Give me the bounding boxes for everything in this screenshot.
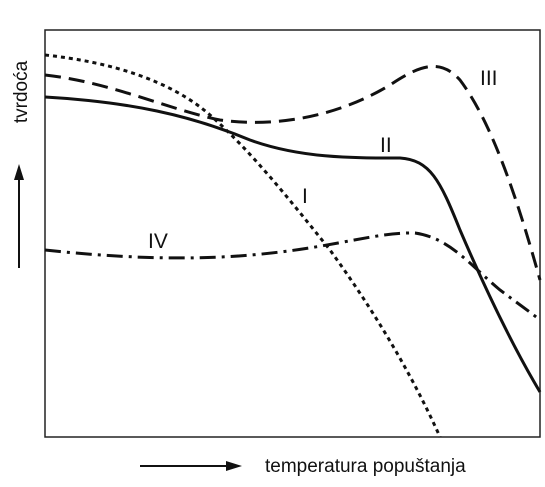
y-axis-label: tvrdoća	[11, 60, 32, 123]
curve-iv	[44, 231, 541, 322]
curve-label: IV	[148, 230, 168, 253]
curve-label: III	[480, 67, 498, 90]
x-axis-label: temperatura popuštanja	[265, 456, 466, 477]
curve-label: I	[302, 185, 308, 208]
curve-ii	[44, 95, 542, 393]
y-arrow-head	[14, 164, 24, 180]
curve-iii	[44, 64, 542, 281]
curve-i	[44, 53, 442, 438]
plot-frame	[44, 29, 541, 438]
x-arrow-head	[226, 461, 242, 471]
curve-label: II	[380, 134, 392, 157]
